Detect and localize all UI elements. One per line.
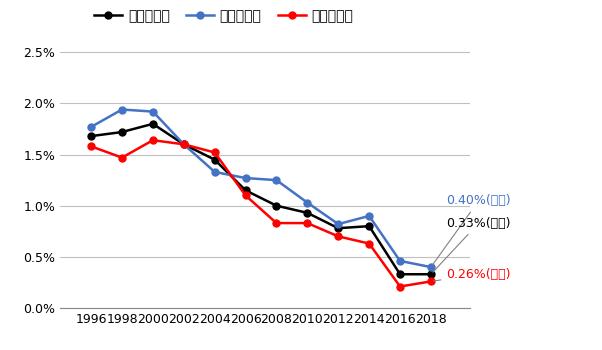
男子中学生	[273, 178, 280, 182]
男子中学生	[365, 214, 373, 218]
男子中学生	[397, 259, 404, 263]
Line: 女子中学生: 女子中学生	[88, 137, 435, 290]
中学生全体	[180, 142, 187, 146]
女子中学生	[273, 221, 280, 225]
男子中学生	[335, 222, 342, 226]
Line: 中学生全体: 中学生全体	[88, 120, 435, 278]
中学生全体	[273, 204, 280, 208]
男子中学生	[149, 110, 157, 114]
男子中学生	[427, 265, 435, 269]
女子中学生	[365, 241, 373, 246]
中学生全体	[335, 226, 342, 230]
女子中学生	[119, 155, 126, 160]
中学生全体	[149, 122, 157, 126]
中学生全体	[87, 134, 95, 138]
男子中学生	[180, 142, 187, 146]
Text: 0.26%(女子): 0.26%(女子)	[433, 268, 511, 281]
女子中学生	[335, 234, 342, 238]
Text: 0.33%(全体): 0.33%(全体)	[433, 217, 511, 272]
中学生全体	[242, 188, 249, 193]
男子中学生	[242, 176, 249, 180]
Line: 男子中学生: 男子中学生	[88, 106, 435, 271]
男子中学生	[87, 125, 95, 129]
中学生全体	[119, 130, 126, 134]
女子中学生	[180, 142, 187, 146]
男子中学生	[211, 170, 219, 174]
Legend: 中学生全体, 男子中学生, 女子中学生: 中学生全体, 男子中学生, 女子中学生	[89, 4, 359, 29]
男子中学生	[119, 107, 126, 112]
女子中学生	[304, 221, 311, 225]
女子中学生	[211, 150, 219, 155]
女子中学生	[397, 285, 404, 289]
中学生全体	[304, 211, 311, 215]
中学生全体	[211, 158, 219, 162]
女子中学生	[149, 138, 157, 142]
中学生全体	[397, 272, 404, 276]
中学生全体	[427, 272, 435, 276]
Text: 0.40%(男子): 0.40%(男子)	[433, 194, 511, 265]
中学生全体	[365, 224, 373, 228]
女子中学生	[87, 144, 95, 148]
女子中学生	[242, 193, 249, 197]
女子中学生	[427, 279, 435, 284]
男子中学生	[304, 201, 311, 205]
